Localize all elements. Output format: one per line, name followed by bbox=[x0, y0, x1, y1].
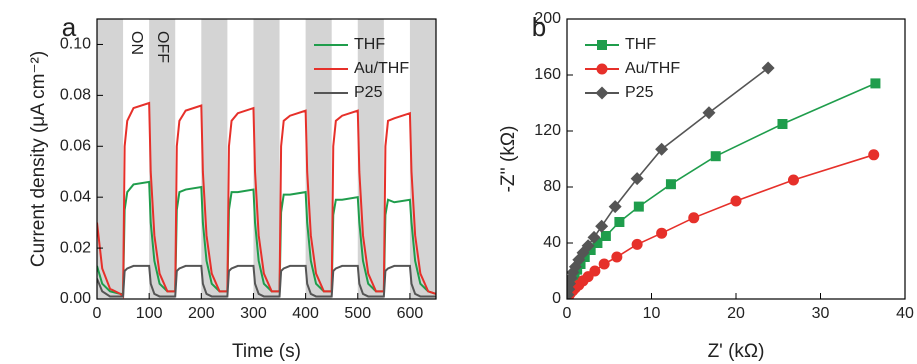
y-tick-label: 80 bbox=[543, 178, 561, 195]
data-point bbox=[589, 265, 601, 277]
data-point bbox=[587, 230, 601, 244]
data-point bbox=[868, 149, 880, 161]
x-tick-label: 100 bbox=[136, 305, 163, 322]
series-line bbox=[567, 82, 876, 297]
x-tick-label: 0 bbox=[93, 305, 102, 322]
data-point bbox=[595, 219, 609, 233]
data-point bbox=[631, 238, 643, 250]
x-tick-label: 600 bbox=[397, 305, 424, 322]
series-line bbox=[97, 264, 436, 298]
y-tick-label: 0.10 bbox=[60, 36, 91, 53]
data-point bbox=[581, 239, 595, 253]
x-tick-label: 300 bbox=[240, 305, 267, 322]
panel-label: b bbox=[532, 12, 546, 42]
data-point bbox=[688, 212, 700, 224]
data-point bbox=[567, 265, 580, 279]
series-line bbox=[567, 154, 874, 299]
legend-label: THF bbox=[625, 36, 656, 53]
data-point bbox=[665, 179, 676, 190]
series-line bbox=[97, 101, 436, 299]
data-point bbox=[655, 142, 669, 156]
data-point bbox=[611, 251, 623, 263]
y-tick-label: 0.04 bbox=[60, 188, 91, 205]
y-tick-label: 0.08 bbox=[60, 87, 91, 104]
legend-label: THF bbox=[354, 36, 385, 53]
data-point bbox=[614, 217, 625, 227]
y-axis-label: -Z'' (kΩ) bbox=[498, 126, 519, 193]
data-point bbox=[600, 231, 611, 241]
data-point bbox=[608, 200, 622, 214]
x-tick-label: 200 bbox=[188, 305, 215, 322]
x-tick-label: 500 bbox=[344, 305, 371, 322]
data-point bbox=[633, 201, 644, 212]
data-point bbox=[656, 227, 668, 239]
data-point bbox=[710, 151, 721, 162]
annotation: ON bbox=[128, 31, 145, 55]
legend-marker bbox=[595, 86, 609, 100]
data-point bbox=[592, 238, 603, 248]
y-tick-label: 0.02 bbox=[60, 239, 91, 256]
data-point bbox=[572, 253, 586, 267]
x-tick-label: 10 bbox=[643, 305, 661, 322]
data-point bbox=[787, 174, 799, 186]
legend-label: Au/THF bbox=[354, 60, 409, 77]
data-point bbox=[761, 61, 775, 75]
data-point bbox=[702, 106, 716, 120]
y-tick-label: 0.06 bbox=[60, 137, 91, 154]
plot-area bbox=[97, 19, 436, 299]
annotation: OFF bbox=[154, 31, 171, 63]
x-axis-label: Z' (kΩ) bbox=[708, 341, 765, 362]
x-tick-label: 30 bbox=[812, 305, 830, 322]
y-tick-label: 200 bbox=[534, 10, 561, 27]
plot-frame bbox=[96, 18, 437, 300]
legend-label: P25 bbox=[625, 84, 654, 101]
data-point bbox=[630, 172, 644, 186]
x-tick-label: 40 bbox=[896, 305, 914, 322]
data-point bbox=[585, 245, 596, 255]
y-tick-label: 160 bbox=[534, 66, 561, 83]
panel-label: a bbox=[62, 12, 77, 42]
plot-area bbox=[567, 61, 881, 299]
y-tick-label: 120 bbox=[534, 122, 561, 139]
x-tick-label: 20 bbox=[727, 305, 745, 322]
y-axis-label: Current density (μA cm⁻²) bbox=[28, 51, 49, 267]
data-point bbox=[870, 78, 881, 89]
data-point bbox=[777, 119, 788, 129]
x-tick-label: 0 bbox=[563, 305, 572, 322]
x-axis-label: Time (s) bbox=[232, 341, 301, 362]
legend-marker bbox=[596, 63, 608, 75]
x-tick-label: 400 bbox=[292, 305, 319, 322]
y-tick-label: 0.00 bbox=[60, 290, 91, 307]
legend-label: P25 bbox=[354, 84, 383, 101]
plot-frame bbox=[566, 18, 906, 300]
y-tick-label: 0 bbox=[552, 290, 561, 307]
data-point bbox=[598, 258, 610, 270]
legend-label: Au/THF bbox=[625, 60, 680, 77]
legend-marker bbox=[597, 40, 607, 50]
data-point bbox=[730, 195, 742, 207]
y-tick-label: 40 bbox=[543, 234, 561, 251]
